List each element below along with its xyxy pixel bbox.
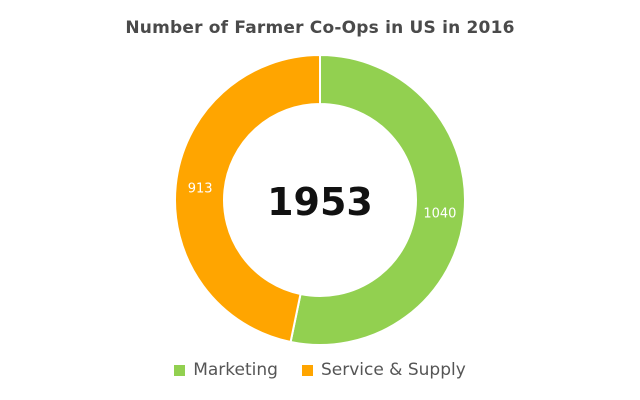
slice-service-supply — [173, 53, 321, 344]
slice-marketing-value-label: 1040 — [423, 206, 456, 221]
legend-item-marketing: Marketing — [174, 360, 278, 380]
legend-label-service-supply: Service & Supply — [320, 360, 466, 380]
legend-swatch-service-supply — [301, 364, 313, 376]
donut-slices — [173, 53, 466, 346]
legend-item-service-supply: Service & Supply — [301, 360, 466, 380]
legend: Marketing Service & Supply — [0, 360, 640, 380]
slice-labels: 1040 913 — [188, 182, 457, 222]
chart-title: Number of Farmer Co-Ops in US in 2016 — [125, 18, 515, 38]
center-total-label: 1953 — [267, 180, 373, 224]
legend-swatch-marketing — [174, 364, 186, 376]
legend-label-marketing: Marketing — [193, 360, 278, 380]
slice-marketing — [289, 53, 466, 346]
slice-service-supply-value-label: 913 — [188, 182, 213, 197]
